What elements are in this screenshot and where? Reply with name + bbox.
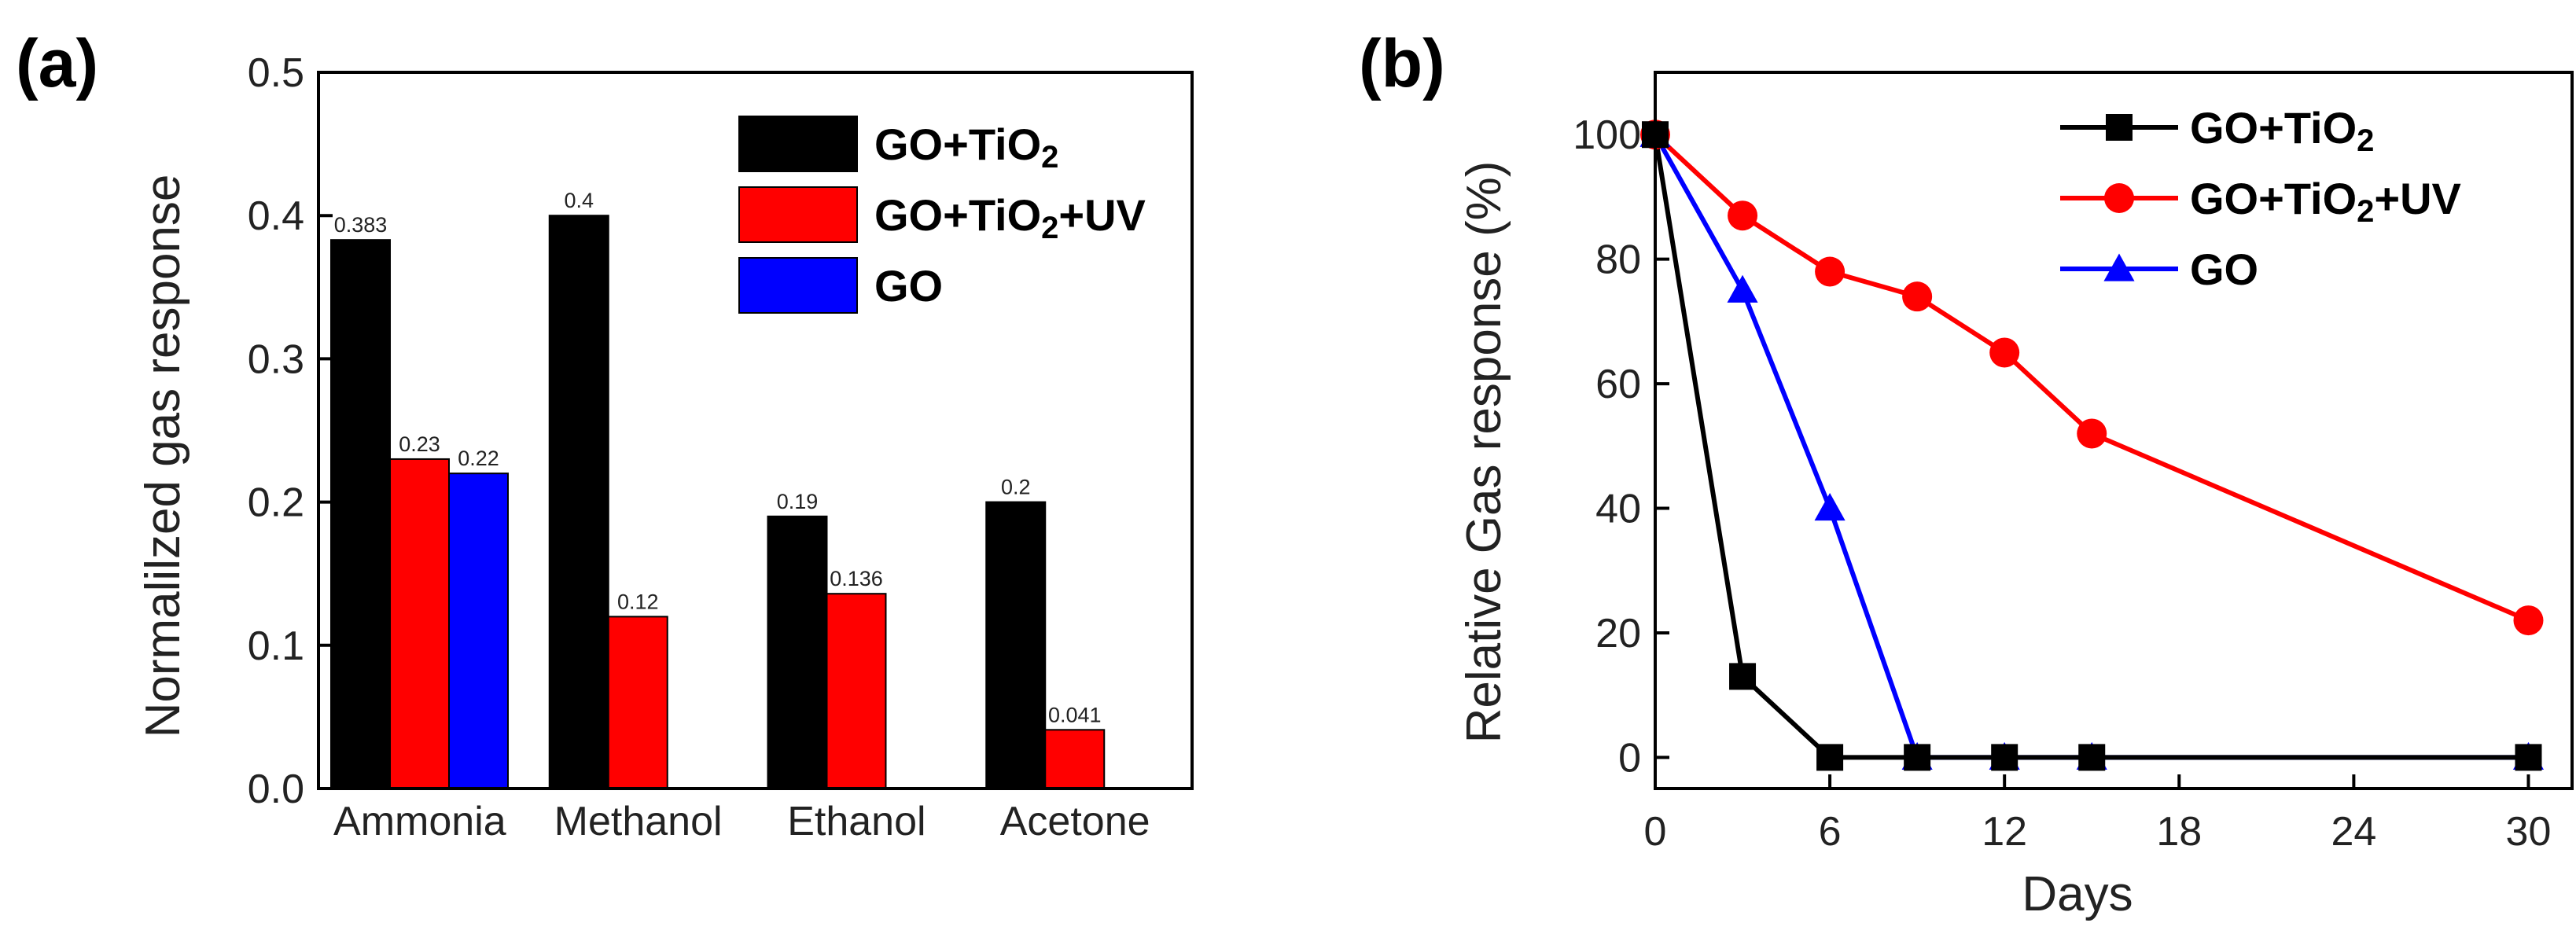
panel-a-legend-entry-tail: +UV (1058, 190, 1146, 240)
panel-b-legend-entry-subscript: 2 (2357, 123, 2374, 158)
panel-b-data-point (1991, 744, 2018, 771)
panel-a-bar (330, 239, 391, 789)
panel-a-legend-swatch (738, 257, 858, 314)
panel-b-legend-marker (2104, 183, 2134, 213)
panel-a-bar (389, 458, 450, 789)
panel-a-label: (a) (16, 26, 98, 101)
panel-a-bar-value-label: 0.23 (399, 432, 440, 456)
panel-b-data-point (1815, 256, 1846, 287)
panel-a-y-tick-label: 0.3 (248, 336, 304, 382)
panel-a-y-tick-label: 0.1 (248, 623, 304, 669)
panel-a-bar-value-label: 0.2 (1001, 476, 1031, 499)
panel-a-y-tick-label: 0.2 (248, 480, 304, 526)
panel-a-bar (985, 501, 1047, 789)
panel-a-bar (607, 616, 668, 789)
panel-a-bar-value-label: 0.4 (564, 189, 594, 212)
panel-a-bar-value-label: 0.12 (617, 590, 659, 613)
panel-b-plot-frame (1654, 71, 2574, 790)
panel-a-y-tick-label: 0.5 (248, 50, 304, 96)
panel-b-y-tick-label: 80 (1595, 237, 1641, 283)
panel-a-bar-chart: (a) Normalilzed gas response 0.00.10.20.… (16, 26, 1194, 844)
panel-a-category-label: Ethanol (787, 799, 926, 844)
panel-b-x-tick-label: 0 (1644, 809, 1667, 855)
panel-a-y-axis-label: Normalilzed gas response (136, 175, 190, 738)
panel-b-y-tick-label: 0 (1618, 735, 1641, 781)
panel-a-y-tick-label: 0.4 (248, 193, 304, 239)
panel-a-bar (767, 515, 828, 789)
panel-a-y-tick-label: 0.0 (248, 767, 304, 812)
panel-b-legend-marker (2103, 253, 2135, 281)
panel-a-ticks: 0.0 0.1 0.2 0.3 0.4 0.5 Ammonia Methanol Ethanol… (248, 50, 1150, 844)
panel-b-legend-entry-main: GO+TiO (2190, 174, 2357, 223)
panel-a-category-label: Acetone (1000, 799, 1150, 844)
panel-b-data-point (1728, 200, 1758, 231)
panel-b-label: (b) (1359, 26, 1445, 101)
panel-a-legend-entry: GO+TiO2+UV (874, 190, 1146, 245)
panel-a-bar-value-label: 0.041 (1048, 703, 1102, 726)
panel-a-bar (448, 472, 509, 789)
panel-b-data-point (1902, 281, 1933, 312)
panel-b-data-point (2078, 744, 2106, 771)
panel-b-data-point (2077, 418, 2107, 449)
panel-a-legend-entry-main: GO+TiO (874, 120, 1041, 169)
panel-b-data-point (1816, 744, 1844, 771)
panel-b-legend-entry: GO+TiO2 (2190, 103, 2374, 158)
panel-a-legend-entry-subscript: 2 (1041, 211, 1058, 245)
panel-a-category-label: Methanol (554, 799, 723, 844)
panel-a-plot-frame (317, 71, 1194, 790)
panel-b-data-point (1904, 744, 1931, 771)
panel-b-line-chart: (b) Relative Gas response (%) Days 02040… (1359, 26, 2574, 921)
panel-b-legend-entry-main: GO+TiO (2190, 103, 2357, 153)
panel-a-data-labels: 0.383 0.23 0.22 0.4 0.12 0.19 0.136 0.2 0.041 (334, 189, 1102, 726)
panel-b-y-tick-label: 100 (1573, 112, 1641, 158)
panel-a-legend-swatch (738, 186, 858, 243)
panel-b-x-tick-label: 30 (2506, 809, 2552, 855)
panel-a-legend-entry-main: GO+TiO (874, 190, 1041, 240)
panel-a-bar (1044, 729, 1106, 789)
panel-b-x-tick-label: 18 (2156, 809, 2202, 855)
panel-a-legend-entry-subscript: 2 (1041, 140, 1058, 175)
panel-b-legend-entry: GO+TiO2+UV (2190, 174, 2461, 229)
panel-a-category-label: Ammonia (333, 799, 506, 844)
panel-b-legend-entry: GO (2190, 245, 2258, 294)
panel-a-bars (330, 215, 1106, 790)
panel-b-x-tick-label: 12 (1982, 809, 2027, 855)
panel-b-data-point (1729, 663, 1757, 690)
panel-b-series (1639, 119, 2545, 771)
panel-b-x-axis-label: Days (2022, 867, 2133, 921)
panel-b-y-tick-label: 20 (1595, 611, 1641, 656)
panel-b-x-tick-label: 6 (1819, 809, 1842, 855)
panel-b-data-point (2515, 744, 2542, 771)
panel-a-bar-value-label: 0.19 (777, 490, 819, 513)
panel-a-legend-entry: GO+TiO2 (874, 120, 1058, 175)
panel-b-y-tick-label: 60 (1595, 362, 1641, 407)
panel-b-legend-marker (2106, 114, 2133, 141)
panel-a-legend-swatch (738, 116, 858, 172)
panel-a-bar-value-label: 0.383 (334, 213, 388, 237)
panel-b-x-tick-label: 24 (2331, 809, 2376, 855)
panel-a-bar (826, 593, 887, 790)
panel-a-legend-entry: GO (874, 261, 943, 311)
panel-b-y-axis-label: Relative Gas response (%) (1457, 161, 1511, 744)
panel-a-bar-value-label: 0.22 (458, 447, 499, 470)
panel-b-data-point (1814, 492, 1846, 521)
panel-b-ticks: 0 20 40 60 80 100 0 6 12 18 24 30 (1573, 112, 2551, 855)
panel-b-legend-entry-subscript: 2 (2357, 194, 2374, 229)
panel-a-legend-entry-main: GO (874, 261, 943, 311)
panel-b-data-point (1989, 337, 2020, 368)
panel-b-data-point (1727, 274, 1758, 303)
panel-a-bar (548, 215, 609, 789)
panel-b-legend-entry-main: GO (2190, 245, 2258, 294)
panel-b-legend-entry-tail: +UV (2374, 174, 2461, 223)
panel-b-data-point (2513, 605, 2544, 636)
panel-b-y-tick-label: 40 (1595, 487, 1641, 532)
panel-a-bar-value-label: 0.136 (830, 567, 883, 590)
